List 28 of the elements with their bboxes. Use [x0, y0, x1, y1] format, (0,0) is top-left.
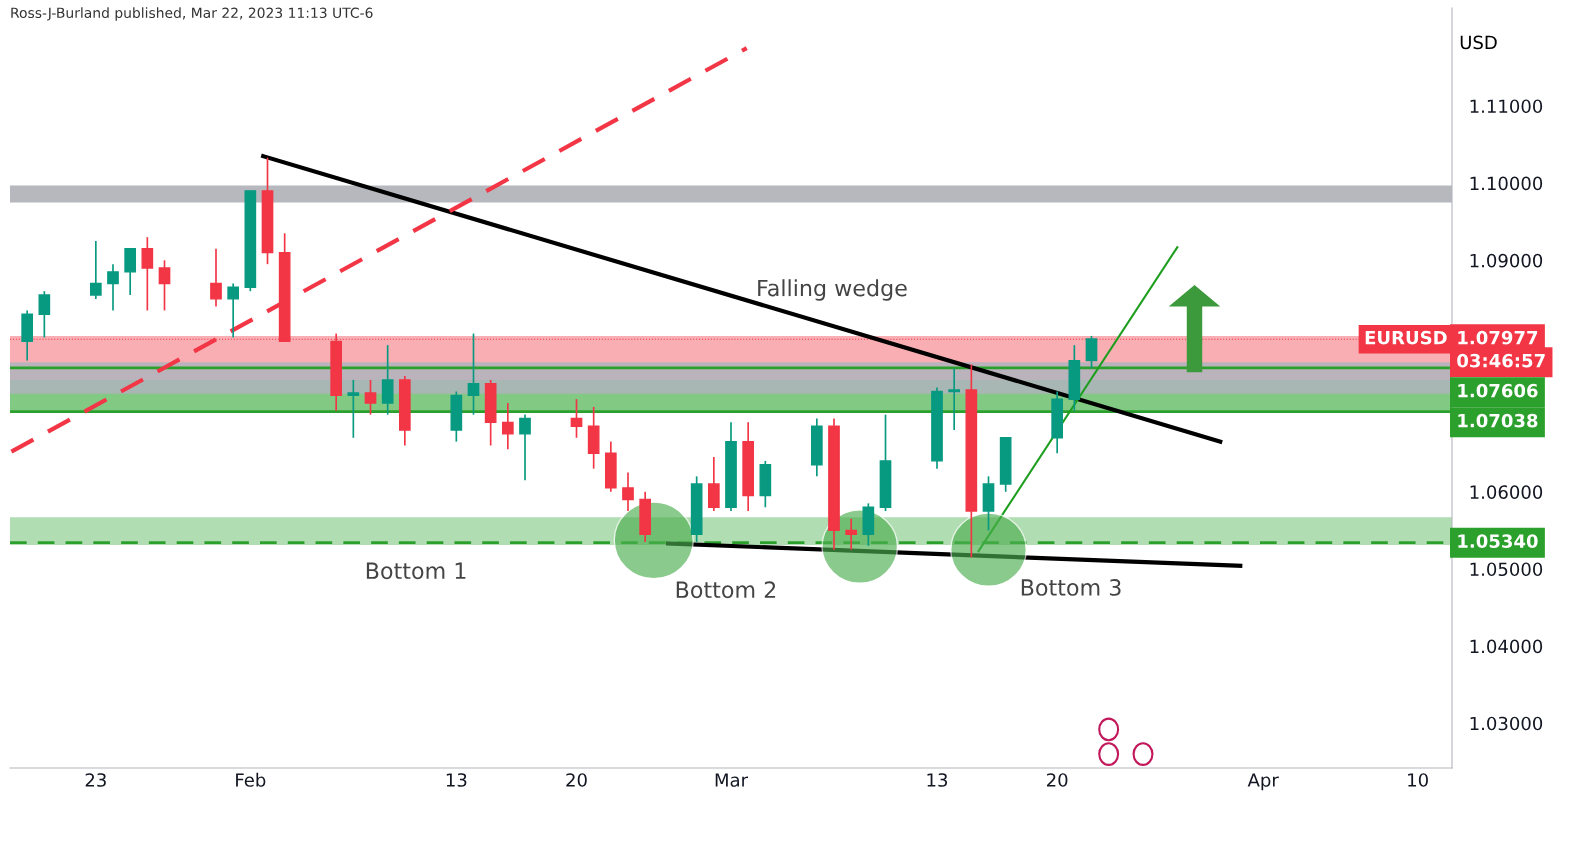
- x-tick-label: Apr: [1247, 773, 1279, 791]
- text: 03:46:57: [1457, 353, 1545, 368]
- annotation: Bottom 3: [1021, 579, 1121, 596]
- y-tick-label: 1.11000: [1470, 99, 1543, 114]
- annotation: EURUSD: [1365, 330, 1447, 345]
- y-tick-label: 1.09000: [1470, 253, 1543, 268]
- ref-line-label: 1.07038: [1458, 413, 1538, 428]
- x-tick-label: 13: [446, 773, 467, 787]
- chart-title: Ross-J-Burland published, Mar 22, 2023 11:13 UTC-6: [11, 7, 373, 21]
- ref-line-label: 1.07606: [1458, 383, 1538, 398]
- ref-line-label: 1.05340: [1458, 534, 1538, 548]
- x-tick-label: 13: [927, 773, 948, 787]
- annotation: Bottom 2: [676, 581, 776, 599]
- y-tick-label: 1.05000: [1470, 562, 1543, 577]
- x-tick-label: 20: [1047, 773, 1068, 787]
- x-tick-label: 20: [566, 773, 587, 787]
- annotation: Falling wedge: [758, 279, 907, 301]
- ref-line-label: 1.07977: [1458, 330, 1538, 345]
- x-tick-label: Mar: [715, 773, 749, 787]
- y-tick-label: 1.03000: [1470, 716, 1543, 731]
- y-tick-label: 1.10000: [1470, 176, 1543, 191]
- x-tick-label: Feb: [236, 772, 266, 787]
- y-tick-label: 1.06000: [1470, 485, 1543, 499]
- annotation: Bottom 1: [366, 562, 466, 580]
- x-tick-label: 23: [85, 773, 106, 787]
- x-tick-label: 10: [1408, 773, 1428, 787]
- y-axis-title: USD: [1460, 35, 1497, 50]
- y-tick-label: 1.04000: [1470, 639, 1543, 654]
